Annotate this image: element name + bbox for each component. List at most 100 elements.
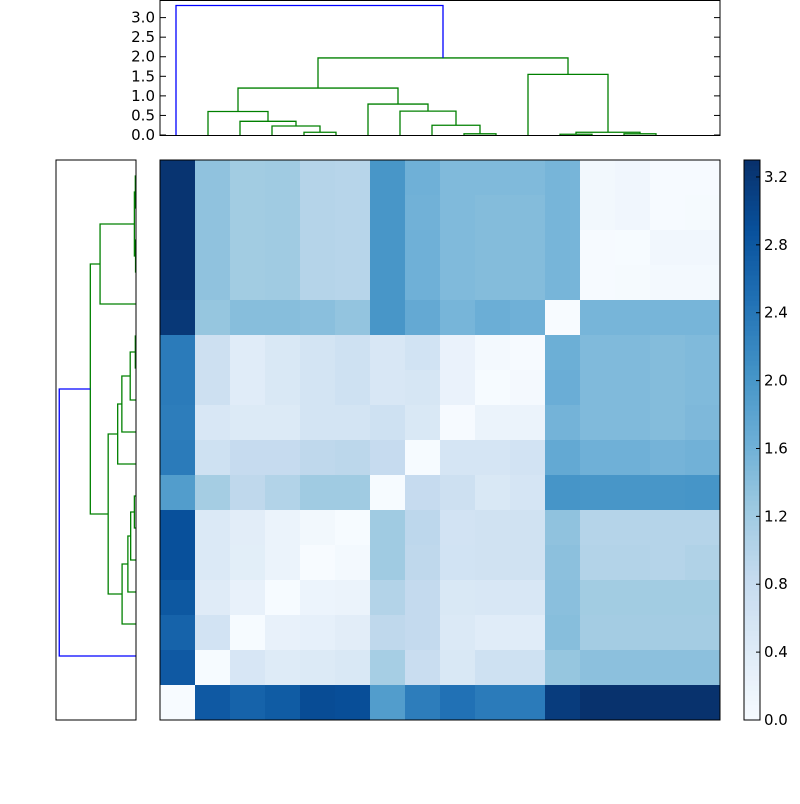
heatmap-cell	[370, 370, 406, 406]
colorbar-segment	[744, 570, 760, 576]
colorbar-segment	[744, 435, 760, 441]
colorbar-segment	[744, 655, 760, 661]
heatmap-cell	[195, 615, 231, 651]
heatmap-cell	[475, 650, 511, 686]
heatmap-cell	[650, 475, 686, 511]
colorbar-segment	[744, 625, 760, 631]
heatmap-cell	[475, 685, 511, 721]
heatmap-cell	[510, 475, 546, 511]
heatmap-cell	[265, 475, 301, 511]
heatmap-cell	[265, 650, 301, 686]
colorbar-segment	[744, 500, 760, 506]
colorbar-tick-label: 1.6	[764, 439, 788, 457]
colorbar-segment	[744, 160, 760, 166]
top-dendrogram-link	[368, 104, 428, 135]
colorbar-segment	[744, 185, 760, 191]
colorbar-segment	[744, 385, 760, 391]
heatmap-cell	[510, 230, 546, 266]
heatmap-cell	[440, 685, 476, 721]
heatmap-cell	[440, 615, 476, 651]
heatmap-cell	[685, 160, 721, 196]
left-dendrogram	[56, 160, 136, 720]
heatmap-cell	[650, 405, 686, 441]
colorbar-segment	[744, 200, 760, 206]
left-dendrogram-link	[100, 224, 136, 304]
heatmap-cell	[580, 160, 616, 196]
heatmap-cell	[230, 685, 266, 721]
heatmap-cell	[545, 685, 581, 721]
colorbar-segment	[744, 360, 760, 366]
heatmap-cell	[405, 650, 441, 686]
colorbar-segment	[744, 425, 760, 431]
heatmap-cell	[580, 615, 616, 651]
heatmap-cell	[510, 510, 546, 546]
heatmap-cell	[615, 650, 651, 686]
heatmap-cell	[335, 580, 371, 616]
heatmap-cell	[160, 335, 196, 371]
heatmap-cell	[475, 370, 511, 406]
heatmap-cell	[545, 405, 581, 441]
heatmap-cell	[580, 650, 616, 686]
left-dendrogram-link	[108, 434, 122, 594]
heatmap-cell	[335, 230, 371, 266]
heatmap-cell	[370, 335, 406, 371]
heatmap-cell	[195, 230, 231, 266]
heatmap-cell	[230, 440, 266, 476]
heatmap-cell	[580, 405, 616, 441]
colorbar-segment	[744, 400, 760, 406]
heatmap-cell	[195, 650, 231, 686]
heatmap-cell	[440, 580, 476, 616]
colorbar-segment	[744, 180, 760, 186]
heatmap-cell	[335, 510, 371, 546]
left-dendrogram-frame	[56, 160, 136, 720]
heatmap-cell	[335, 265, 371, 301]
heatmap-cell	[335, 650, 371, 686]
colorbar-segment	[744, 490, 760, 496]
colorbar-segment	[744, 440, 760, 446]
heatmap-cell	[440, 335, 476, 371]
heatmap-cell	[440, 160, 476, 196]
colorbar-segment	[744, 365, 760, 371]
heatmap-cell	[510, 545, 546, 581]
left-dendrogram-link	[128, 536, 136, 592]
heatmap-cell	[580, 300, 616, 336]
heatmap-cell	[160, 440, 196, 476]
top-dendrogram-link	[464, 134, 496, 135]
heatmap-cell	[510, 685, 546, 721]
colorbar-segment	[744, 430, 760, 436]
heatmap-cell	[405, 300, 441, 336]
heatmap-cell	[265, 580, 301, 616]
heatmap-cell	[265, 265, 301, 301]
colorbar-segment	[744, 635, 760, 641]
heatmap-cell	[580, 580, 616, 616]
heatmap-cell	[160, 650, 196, 686]
heatmap-cell	[580, 265, 616, 301]
heatmap-cell	[300, 265, 336, 301]
heatmap-cell	[230, 160, 266, 196]
heatmap-cell	[265, 300, 301, 336]
colorbar-segment	[744, 560, 760, 566]
heatmap-cell	[510, 440, 546, 476]
heatmap-cell	[545, 300, 581, 336]
colorbar-segment	[744, 255, 760, 261]
heatmap-cell	[230, 230, 266, 266]
colorbar-tick-label: 0.8	[764, 575, 788, 593]
heatmap-cell	[650, 370, 686, 406]
top-dendrogram-link	[560, 134, 592, 135]
heatmap-cell	[370, 405, 406, 441]
colorbar-segment	[744, 265, 760, 271]
colorbar-segment	[744, 205, 760, 211]
heatmap-cell	[440, 230, 476, 266]
colorbar-segment	[744, 215, 760, 221]
heatmap-cell	[440, 265, 476, 301]
heatmap-cell	[230, 335, 266, 371]
heatmap-cell	[650, 160, 686, 196]
heatmap-cell	[265, 230, 301, 266]
heatmap-cell	[370, 195, 406, 231]
colorbar-segment	[744, 520, 760, 526]
heatmap-cell	[510, 335, 546, 371]
colorbar-segment	[744, 320, 760, 326]
heatmap-cell	[335, 440, 371, 476]
heatmap-cell	[685, 580, 721, 616]
y-tick-label: 2.0	[131, 48, 155, 66]
